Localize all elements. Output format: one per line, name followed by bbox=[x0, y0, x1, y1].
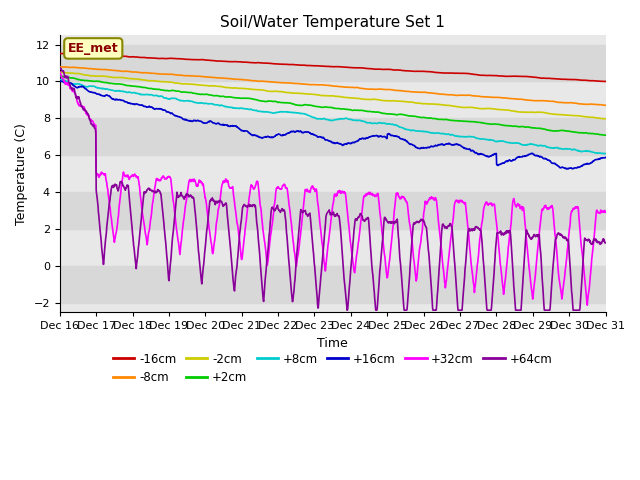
X-axis label: Time: Time bbox=[317, 336, 348, 349]
Bar bbox=[60, 266, 605, 303]
Title: Soil/Water Temperature Set 1: Soil/Water Temperature Set 1 bbox=[220, 15, 445, 30]
Bar bbox=[60, 192, 605, 229]
Text: EE_met: EE_met bbox=[68, 42, 118, 55]
Bar bbox=[60, 45, 605, 82]
Legend: -16cm, -8cm, -2cm, +2cm, +8cm, +16cm, +32cm, +64cm: -16cm, -8cm, -2cm, +2cm, +8cm, +16cm, +3… bbox=[109, 348, 557, 389]
Y-axis label: Temperature (C): Temperature (C) bbox=[15, 123, 28, 225]
Bar bbox=[60, 119, 605, 155]
